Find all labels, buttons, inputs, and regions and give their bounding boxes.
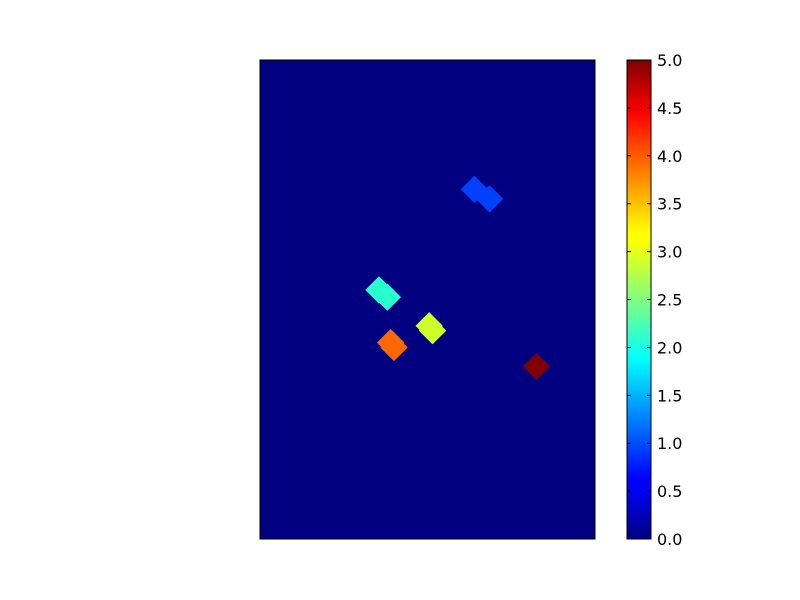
colorbar-tick-label-6: 3.0 [657,243,682,262]
colorbar-tick-label-0: 0.0 [657,530,682,549]
blob-5-part-0 [522,353,550,381]
colorbar-tick-label-8: 4.0 [657,147,682,166]
colorbar-tick-label-5: 2.5 [657,291,682,310]
colorbar-ticks: 0.0 0.5 1.0 1.5 2.0 2.5 3.0 3.5 4.0 4.5 5.0 [627,51,682,549]
blob-2-part-1 [373,283,401,311]
heatmap-plot-area [259,59,596,540]
label-blobs [365,175,550,381]
colorbar-tick-label-10: 5.0 [657,51,682,70]
colorbar-tick-label-9: 4.5 [657,99,682,118]
blob-3-part-1 [419,317,447,345]
colorbar-tick-label-3: 1.5 [657,386,682,405]
colorbar: 0.0 0.5 1.0 1.5 2.0 2.5 3.0 3.5 4.0 4.5 5.0 [626,51,682,549]
plot-frame [259,59,596,540]
blob-4-part-1 [380,333,408,361]
colorbar-tick-label-1: 0.5 [657,482,682,501]
colorbar-tick-label-7: 3.5 [657,195,682,214]
colorbar-tick-label-4: 2.0 [657,338,682,357]
heatmap-background [260,60,595,539]
colorbar-tick-label-2: 1.0 [657,434,682,453]
blob-1-part-1 [475,185,503,213]
